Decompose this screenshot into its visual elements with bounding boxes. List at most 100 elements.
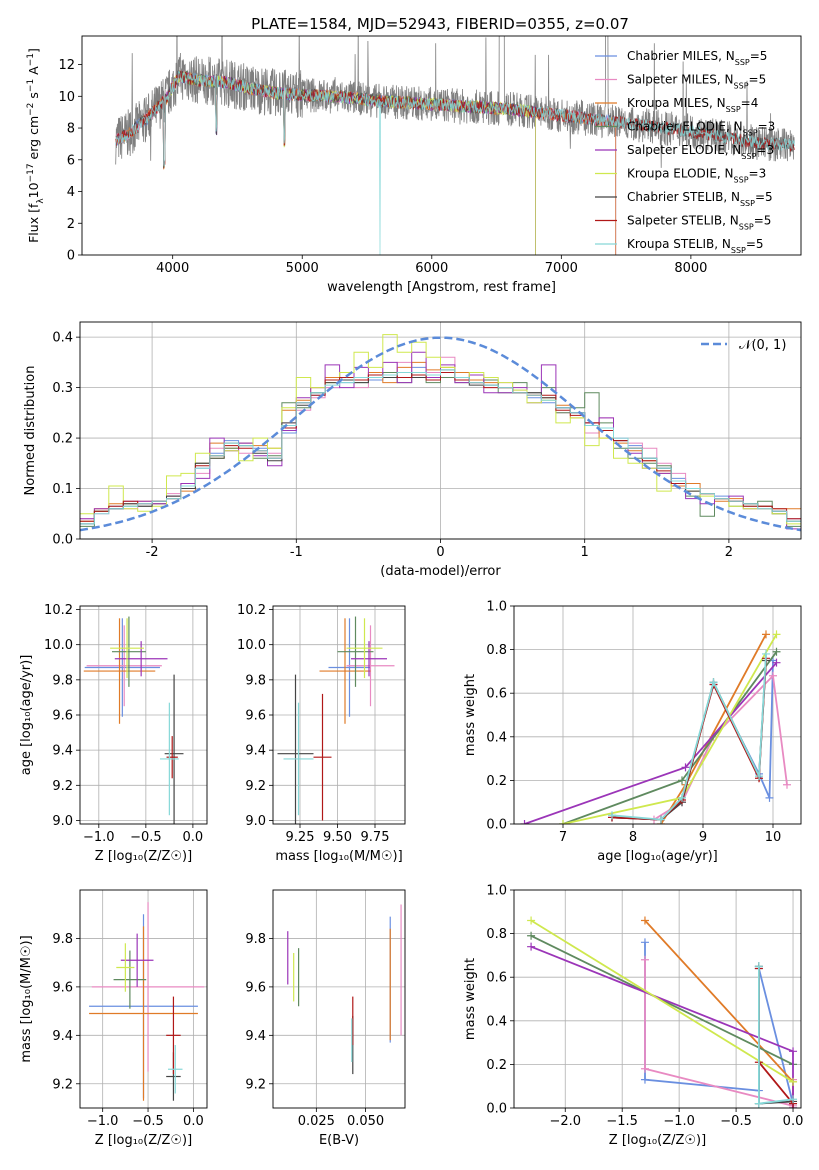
y-tick-label: 12 bbox=[58, 58, 75, 73]
weight-marker bbox=[559, 820, 567, 824]
weight-marker bbox=[789, 1077, 798, 1086]
errorbar-kroupa-miles bbox=[89, 926, 198, 1101]
errorbar-kroupa-stelib bbox=[167, 1045, 183, 1094]
errorbar-kroupa-miles bbox=[83, 618, 156, 724]
legend-label: Salpeter STELIB, NSSP=5 bbox=[627, 214, 771, 232]
axes-frame bbox=[272, 889, 406, 1109]
x-tick-label: 0.0 bbox=[183, 830, 204, 845]
errorbar-kroupa-stelib bbox=[159, 702, 179, 816]
legend-label: Salpeter MILES, NSSP=5 bbox=[627, 73, 766, 91]
axes-frame bbox=[272, 605, 406, 825]
legend-label: Kroupa MILES, NSSP=4 bbox=[627, 96, 758, 114]
y-tick-label: 9.0 bbox=[52, 814, 73, 829]
weight-marker bbox=[640, 955, 649, 964]
y-tick-label: 10.2 bbox=[237, 603, 266, 618]
weight-line-salpeter-miles bbox=[644, 959, 794, 1107]
errorbar-salpeter-miles bbox=[86, 625, 162, 707]
x-axis-label: Z [log₁₀(Z/Z☉)] bbox=[95, 849, 192, 864]
y-tick-label: 1.0 bbox=[486, 600, 507, 615]
y-tick-label: 0.0 bbox=[486, 1102, 507, 1117]
weight-marker bbox=[783, 780, 791, 789]
mass-vs-Z-panel: −1.0 −0.5 0.0 9.2 9.4 9.6 9.8 Z [log₁₀(Z/Z☉)] ma… bbox=[19, 889, 208, 1148]
y-tick-label: 9.4 bbox=[52, 1029, 73, 1044]
residuals-panel: -2 -1 0 1 2 0.0 0.1 0.2 0.3 0.4 (data-model)/error… bbox=[23, 321, 802, 579]
weight-marker bbox=[789, 1095, 798, 1104]
weight-marker bbox=[527, 931, 536, 940]
figure-title: PLATE=1584, MJD=52943, FIBERID=0355, z=0… bbox=[251, 15, 629, 33]
weight-marker bbox=[608, 811, 616, 820]
y-tick-label: 9.8 bbox=[52, 932, 73, 947]
errorbar-chabrier-miles bbox=[328, 618, 371, 717]
x-tick-label: 6000 bbox=[415, 261, 448, 276]
errorbar-salpeter-miles bbox=[346, 625, 395, 707]
weight-line-kroupa-miles bbox=[660, 633, 767, 824]
x-tick-label: 0 bbox=[436, 545, 444, 560]
y-tick-label: 6 bbox=[67, 153, 75, 168]
x-axis-label: Z [log₁₀(Z/Z☉)] bbox=[95, 1133, 192, 1148]
y-axis-label: mass [log₁₀(M/M☉)] bbox=[19, 935, 34, 1062]
y-tick-label: 9.2 bbox=[52, 779, 73, 794]
x-tick-label: −0.5 bbox=[132, 1114, 164, 1129]
errorbar-chabrier-stelib bbox=[164, 674, 184, 824]
errorbar-chabrier-elodie bbox=[111, 616, 146, 687]
age-vs-mass-panel: 9.25 9.50 9.75 9.0 9.2 9.4 9.6 9.8 10.0 10.2 mass … bbox=[237, 603, 406, 864]
errorbar-chabrier-elodie bbox=[113, 950, 147, 1009]
x-tick-label: 2 bbox=[725, 545, 733, 560]
y-tick-label: 9.8 bbox=[245, 673, 266, 688]
weight-marker bbox=[527, 942, 536, 951]
weight-marker bbox=[754, 962, 763, 971]
axes-frame bbox=[79, 321, 802, 540]
y-tick-label: 9.4 bbox=[245, 1029, 266, 1044]
y-tick-label: 9.2 bbox=[52, 1077, 73, 1092]
y-axis-label: Flux [fλ10−17 erg cm−2 s−1 A−1] bbox=[26, 48, 46, 243]
y-tick-label: 9.4 bbox=[52, 744, 73, 759]
weight-marker bbox=[678, 793, 686, 802]
y-tick-label: 0 bbox=[67, 249, 75, 264]
y-tick-label: 9.6 bbox=[245, 709, 266, 724]
y-tick-label: 9.6 bbox=[52, 980, 73, 995]
errorbar-salpeter-stelib bbox=[313, 693, 332, 821]
y-tick-label: 0.6 bbox=[486, 971, 507, 986]
weight-marker bbox=[769, 671, 777, 680]
legend-label: Kroupa STELIB, NSSP=5 bbox=[627, 237, 764, 255]
weight-line-chabrier-elodie bbox=[562, 651, 778, 824]
y-tick-label: 0.4 bbox=[52, 331, 73, 346]
axes-frame bbox=[79, 605, 208, 825]
y-tick-label: 10 bbox=[58, 90, 75, 105]
x-tick-label: −1.5 bbox=[606, 1114, 638, 1129]
weight-marker bbox=[527, 916, 536, 925]
x-tick-label: 0.050 bbox=[347, 1114, 384, 1129]
weight-line-chabrier-miles bbox=[644, 942, 794, 1108]
weight-vs-Z-panel: −2.0 −1.5 −1.0 −0.5 0.0 0.0 0.2 0.4 0.6 0.8 1.0 Z [… bbox=[463, 884, 803, 1149]
y-tick-label: 9.8 bbox=[52, 673, 73, 688]
x-axis-label: Z [log₁₀(Z/Z☉)] bbox=[609, 1133, 706, 1148]
y-axis-label: Normed distribution bbox=[23, 366, 38, 496]
weight-marker bbox=[520, 820, 529, 824]
weight-marker bbox=[640, 916, 649, 925]
legend-label: Chabrier ELODIE, NSSP=3 bbox=[627, 120, 775, 138]
errorbar-kroupa-stelib bbox=[283, 702, 314, 816]
y-axis-label: mass weight bbox=[463, 958, 478, 1040]
x-tick-label: −0.5 bbox=[130, 830, 162, 845]
x-tick-label: 8 bbox=[629, 830, 637, 845]
y-tick-label: 4 bbox=[67, 185, 75, 200]
y-tick-label: 9.0 bbox=[245, 814, 266, 829]
weight-marker bbox=[640, 1064, 649, 1073]
x-tick-label: 7000 bbox=[545, 261, 578, 276]
errorbar-salpeter-elodie bbox=[120, 933, 154, 987]
y-tick-label: 1.0 bbox=[486, 884, 507, 899]
age-vs-Z-panel: −1.0 −0.5 0.0 9.0 9.2 9.4 9.6 9.8 10.0 10.2 Z [log… bbox=[19, 603, 208, 864]
errorbar-salpeter-stelib bbox=[166, 996, 181, 1075]
y-tick-label: 0.4 bbox=[486, 730, 507, 745]
errorbar-salpeter-elodie bbox=[351, 641, 387, 677]
x-tick-label: 9 bbox=[699, 830, 707, 845]
y-tick-label: 0.2 bbox=[486, 1058, 507, 1073]
y-tick-label: 9.6 bbox=[52, 709, 73, 724]
x-tick-label: 9.75 bbox=[361, 830, 390, 845]
x-tick-label: 7 bbox=[559, 830, 567, 845]
x-tick-label: −2.0 bbox=[549, 1114, 581, 1129]
model-spectrum-kroupa-stelib bbox=[115, 71, 795, 255]
x-tick-label: 0.0 bbox=[183, 1114, 204, 1129]
y-axis-label: age [log₁₀(age/yr)] bbox=[19, 655, 34, 776]
y-tick-label: 0.0 bbox=[52, 533, 73, 548]
